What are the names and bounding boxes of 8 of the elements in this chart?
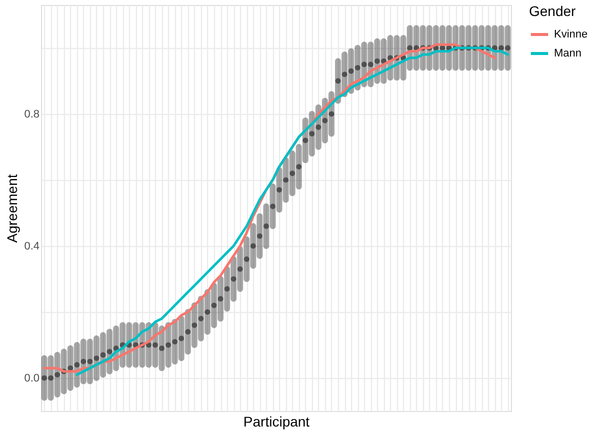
y-tick-label: 0.0 [24,372,40,384]
y-tick-label: 0.4 [24,240,40,252]
legend-title: Gender [529,3,576,19]
y-tick-label: 0.8 [24,108,40,120]
legend-label: Kvinne [554,28,588,40]
x-axis-title: Participant [243,414,310,430]
y-axis-title: Agreement [4,174,20,243]
legend-label: Mann [554,48,582,60]
